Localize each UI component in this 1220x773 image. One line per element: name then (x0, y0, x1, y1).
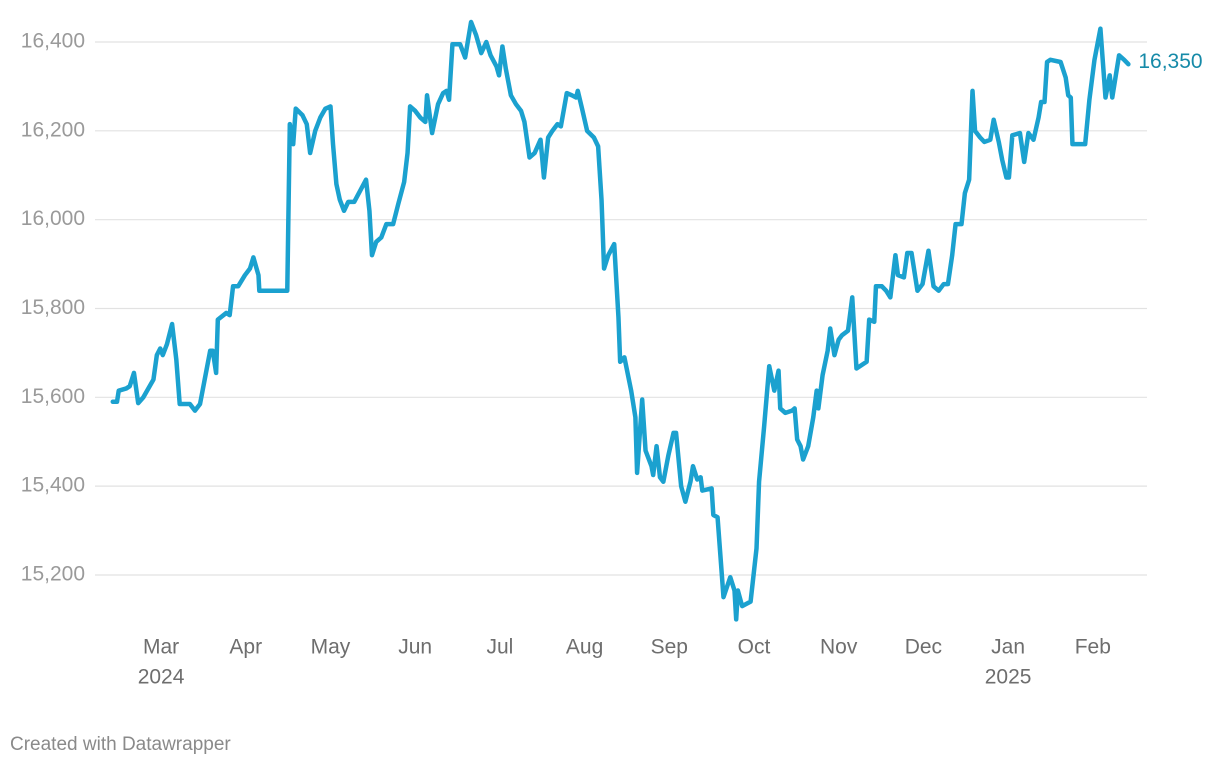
y-tick-label: 16,200 (21, 118, 85, 141)
y-tick-label: 16,400 (21, 30, 85, 53)
x-year-label: 2024 (138, 666, 185, 689)
y-tick-label: 15,200 (21, 563, 85, 586)
x-year-label: 2025 (985, 666, 1032, 689)
footer-credit: Created with Datawrapper (10, 734, 231, 755)
x-tick-label: Jun (398, 636, 432, 659)
y-tick-label: 15,600 (21, 385, 85, 408)
x-tick-label: Apr (229, 636, 262, 659)
x-tick-label: Aug (566, 636, 603, 659)
x-tick-label: May (311, 636, 351, 659)
x-tick-label: Nov (820, 636, 858, 659)
y-tick-label: 15,800 (21, 296, 85, 319)
x-tick-label: Dec (905, 636, 942, 659)
x-tick-label: Feb (1075, 636, 1111, 659)
end-label: 16,350 (1138, 50, 1202, 73)
y-tick-label: 15,400 (21, 474, 85, 497)
x-tick-label: Jul (486, 636, 513, 659)
y-tick-label: 16,000 (21, 207, 85, 230)
line (110, 19, 1131, 622)
x-tick-label: Mar (143, 636, 179, 659)
x-tick-label: Oct (738, 636, 771, 659)
x-tick-label: Jan (991, 636, 1025, 659)
x-tick-label: Sep (651, 636, 688, 659)
